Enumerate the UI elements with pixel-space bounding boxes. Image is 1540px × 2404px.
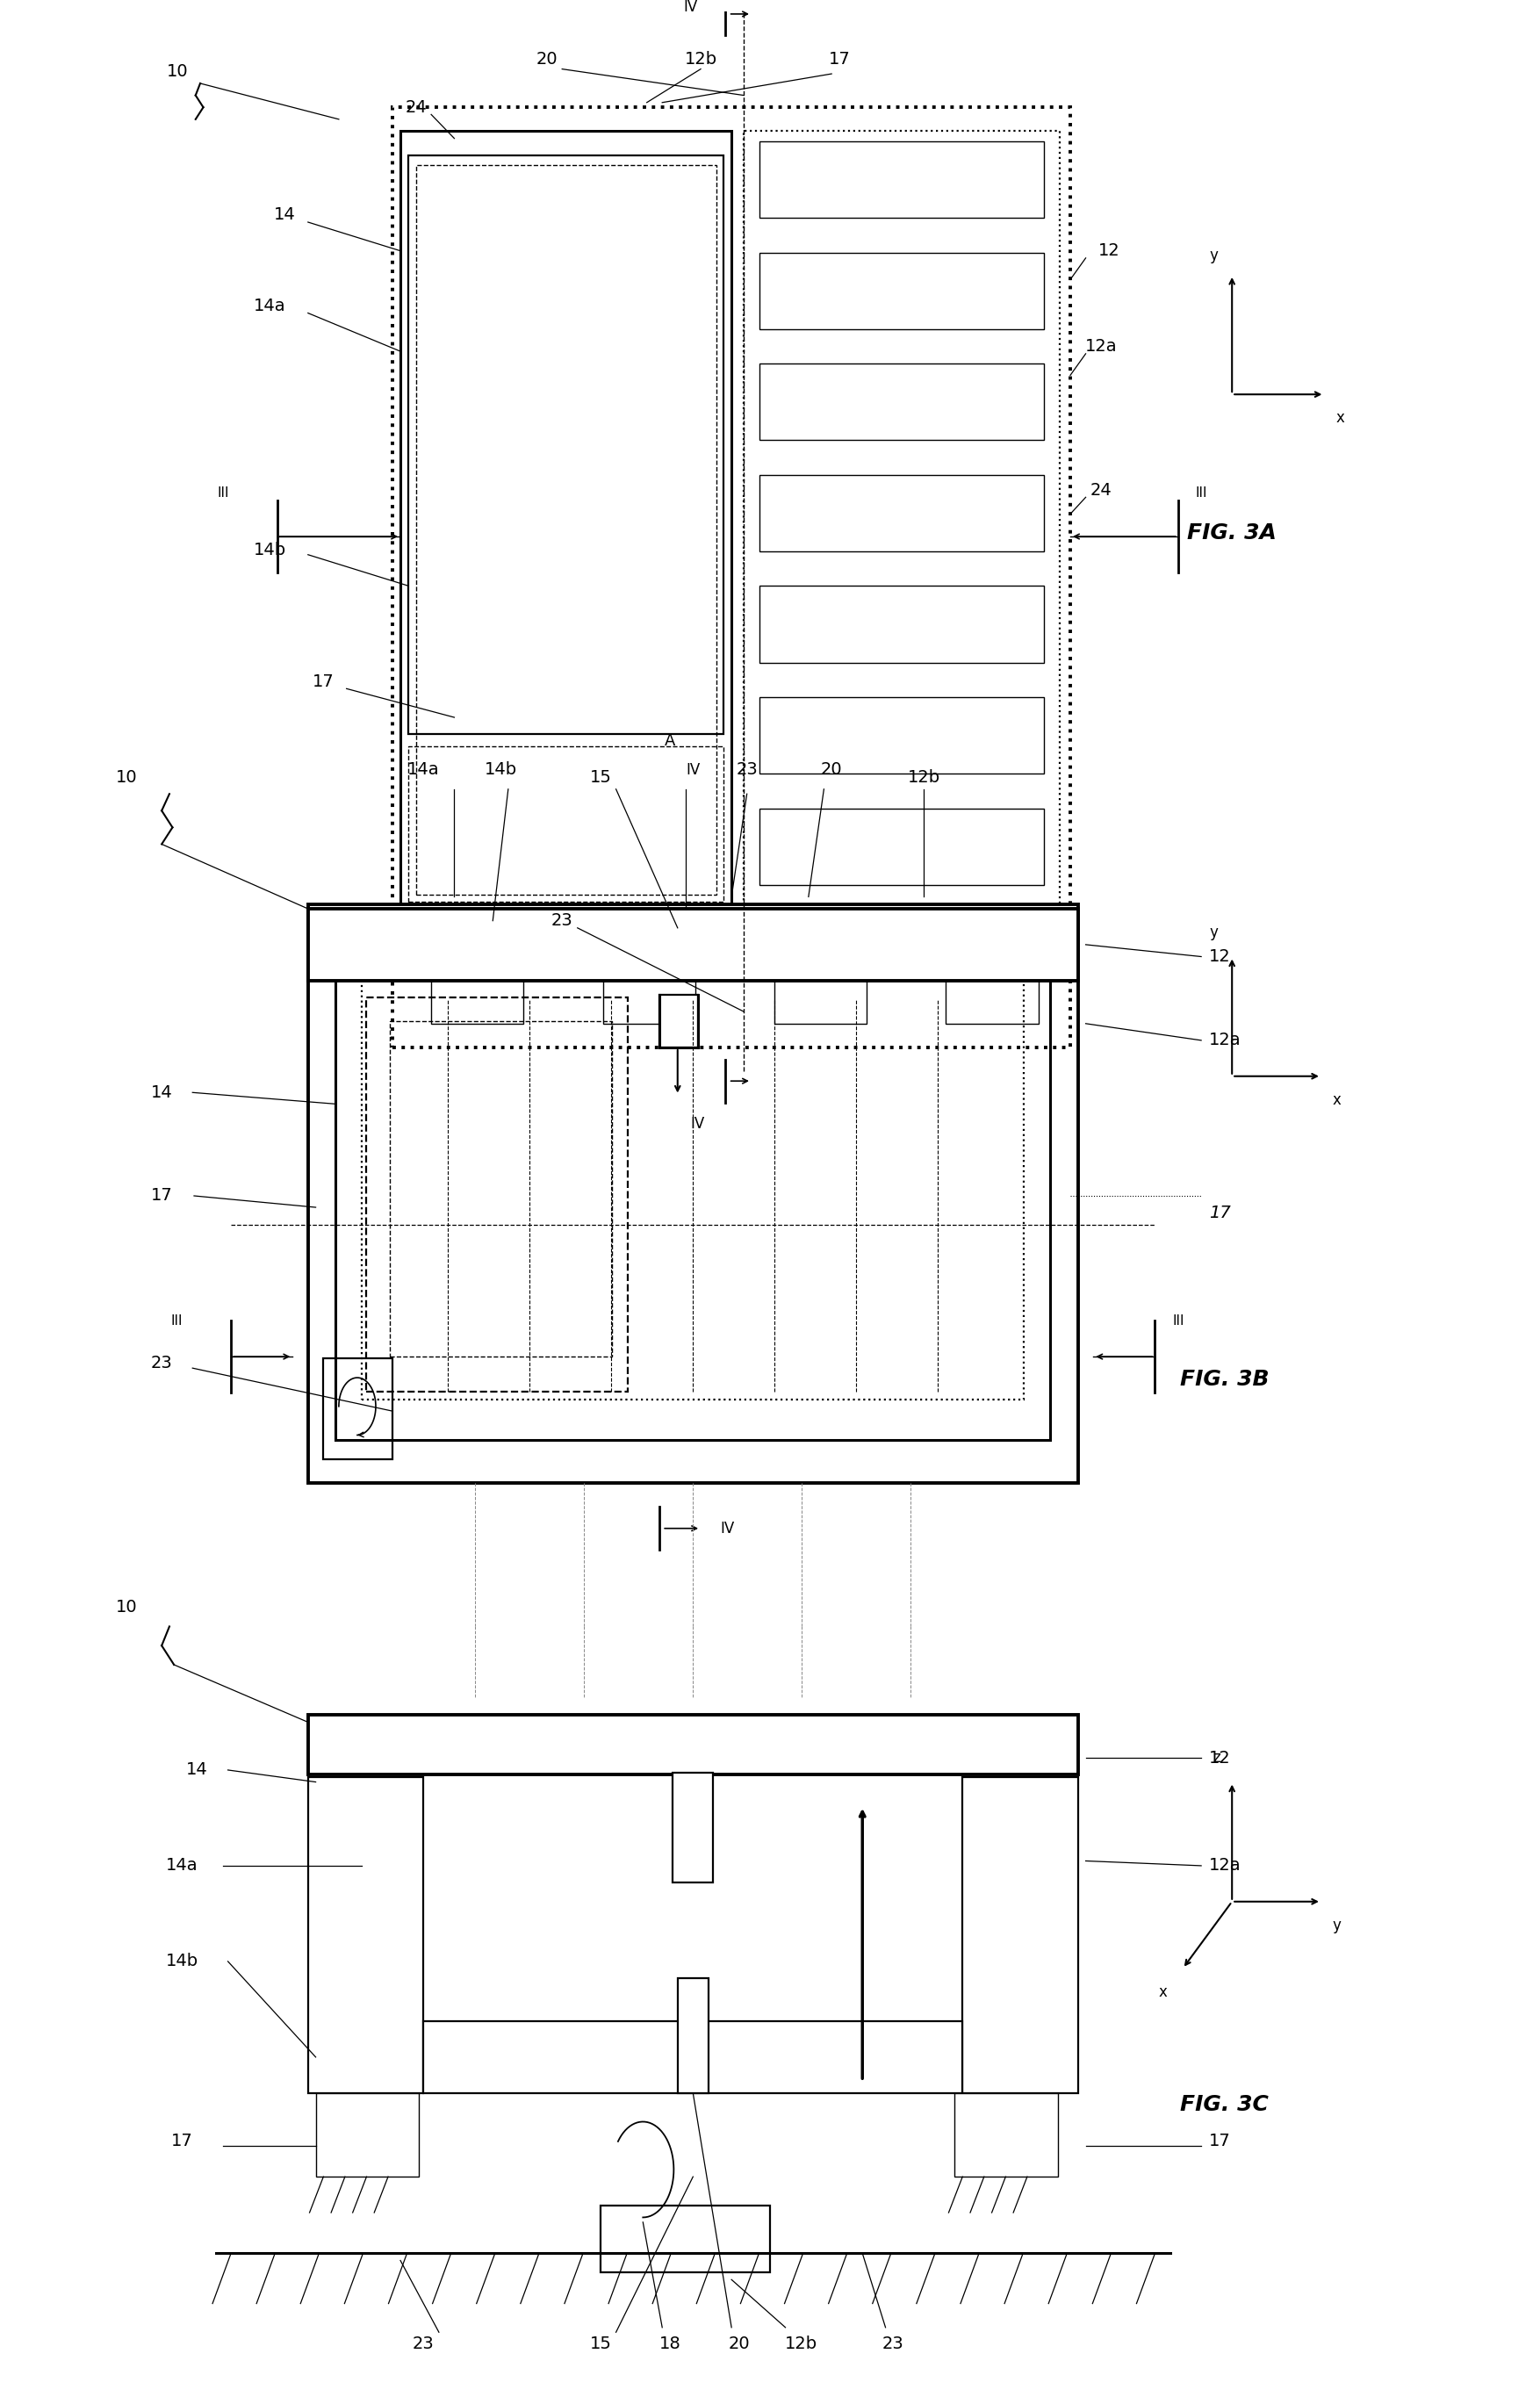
Text: III: III [1172,1315,1184,1327]
Text: y: y [1209,926,1218,940]
Bar [759,697,1044,774]
Text: x: x [1158,1986,1167,2000]
Bar [431,952,524,1024]
Text: 12: 12 [1209,1750,1230,1767]
Bar [308,904,1078,981]
Text: 14b: 14b [165,1952,199,1969]
Bar [775,952,867,1024]
Text: 10: 10 [115,769,137,786]
Text: 17: 17 [171,2132,192,2149]
Text: 20: 20 [536,50,557,67]
Bar [316,2094,419,2176]
Text: 12b: 12b [684,50,718,67]
Bar [759,808,1044,885]
Bar [659,995,698,1048]
Bar [759,476,1044,551]
Bar [602,952,695,1024]
Text: IV: IV [690,1115,705,1132]
Text: x: x [1332,1091,1341,1108]
Text: 14b: 14b [484,762,517,779]
Text: 17: 17 [313,673,334,690]
Bar [308,909,1078,1483]
Text: 14a: 14a [166,1858,197,1875]
Bar [673,1772,713,1882]
Text: 24: 24 [405,99,427,115]
Text: 23: 23 [882,2337,904,2354]
Bar [308,1714,1078,1774]
Text: 14a: 14a [408,762,439,779]
Bar [367,998,628,1392]
Bar [946,952,1038,1024]
Text: 14b: 14b [253,541,286,558]
Bar [323,1358,393,1459]
Bar [362,921,1024,1399]
Text: 12a: 12a [1086,339,1116,356]
Text: 12: 12 [1209,947,1230,964]
Text: 17: 17 [151,1188,172,1204]
Bar [759,363,1044,440]
Text: y: y [1209,248,1218,264]
Text: 14: 14 [186,1762,208,1779]
Bar [408,156,724,733]
Text: 17: 17 [1209,2132,1230,2149]
Text: FIG. 3B: FIG. 3B [1180,1368,1269,1390]
Bar [393,928,1070,1048]
Text: 23: 23 [736,762,758,779]
Text: FIG. 3C: FIG. 3C [1180,2094,1269,2116]
Bar [744,132,1060,914]
Text: 23: 23 [551,914,573,928]
Bar [393,108,1070,933]
Bar [408,745,724,902]
Text: FIG. 3A: FIG. 3A [1187,522,1277,543]
Text: IV: IV [721,1519,735,1536]
Bar [678,1978,708,2094]
Bar [759,587,1044,664]
Bar [601,2204,770,2272]
Bar [400,132,732,914]
Text: z: z [1214,1750,1220,1767]
Bar [962,1777,1078,2094]
Text: 12a: 12a [1209,1858,1241,1875]
Text: 15: 15 [590,2337,611,2354]
Bar [424,2022,962,2094]
Text: 12: 12 [1098,243,1120,260]
Text: 12b: 12b [907,769,941,786]
Text: 20: 20 [821,762,842,779]
Text: 15: 15 [590,769,611,786]
Bar [759,142,1044,219]
Text: III: III [171,1315,183,1327]
Text: 12a: 12a [1209,1031,1241,1048]
Text: 14: 14 [274,207,296,224]
Text: III: III [217,488,229,500]
Bar [308,1777,424,2094]
Text: IV: IV [685,762,701,779]
Text: 23: 23 [151,1356,172,1373]
Text: 17: 17 [829,50,850,67]
Bar [759,252,1044,329]
Text: x: x [1335,411,1344,426]
Text: 14a: 14a [254,298,285,315]
Text: 14: 14 [151,1084,172,1101]
Text: 18: 18 [659,2337,681,2354]
Bar [416,166,716,894]
Text: y: y [1332,1918,1341,1933]
Text: IV: IV [684,0,698,14]
Text: III: III [1195,488,1207,500]
Bar [336,909,1050,1440]
Text: 12b: 12b [784,2337,818,2354]
Text: 24: 24 [1090,481,1112,498]
Bar [955,2094,1058,2176]
Text: 23: 23 [413,2337,434,2354]
Text: 20: 20 [728,2337,750,2354]
Text: 17: 17 [1209,1204,1230,1221]
Text: 10: 10 [115,1599,137,1615]
Text: A: A [664,733,676,750]
Text: 10: 10 [166,63,188,79]
Bar [390,1022,613,1356]
